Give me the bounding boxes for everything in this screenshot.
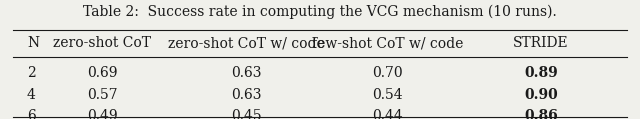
Text: 0.45: 0.45: [231, 109, 262, 119]
Text: N: N: [27, 36, 39, 50]
Text: STRIDE: STRIDE: [513, 36, 568, 50]
Text: Table 2:  Success rate in computing the VCG mechanism (10 runs).: Table 2: Success rate in computing the V…: [83, 5, 557, 19]
Text: 0.63: 0.63: [231, 66, 262, 80]
Text: 0.69: 0.69: [87, 66, 118, 80]
Text: 4: 4: [27, 88, 36, 102]
Text: 2: 2: [27, 66, 36, 80]
Text: zero-shot CoT w/ code: zero-shot CoT w/ code: [168, 36, 324, 50]
Text: zero-shot CoT: zero-shot CoT: [53, 36, 152, 50]
Text: 0.57: 0.57: [87, 88, 118, 102]
Text: 0.89: 0.89: [524, 66, 557, 80]
Text: 0.86: 0.86: [524, 109, 557, 119]
Text: 0.70: 0.70: [372, 66, 403, 80]
Text: 0.90: 0.90: [524, 88, 557, 102]
Text: 0.63: 0.63: [231, 88, 262, 102]
Text: 0.54: 0.54: [372, 88, 403, 102]
Text: 0.44: 0.44: [372, 109, 403, 119]
Text: 6: 6: [27, 109, 36, 119]
Text: few-shot CoT w/ code: few-shot CoT w/ code: [312, 36, 463, 50]
Text: 0.49: 0.49: [87, 109, 118, 119]
